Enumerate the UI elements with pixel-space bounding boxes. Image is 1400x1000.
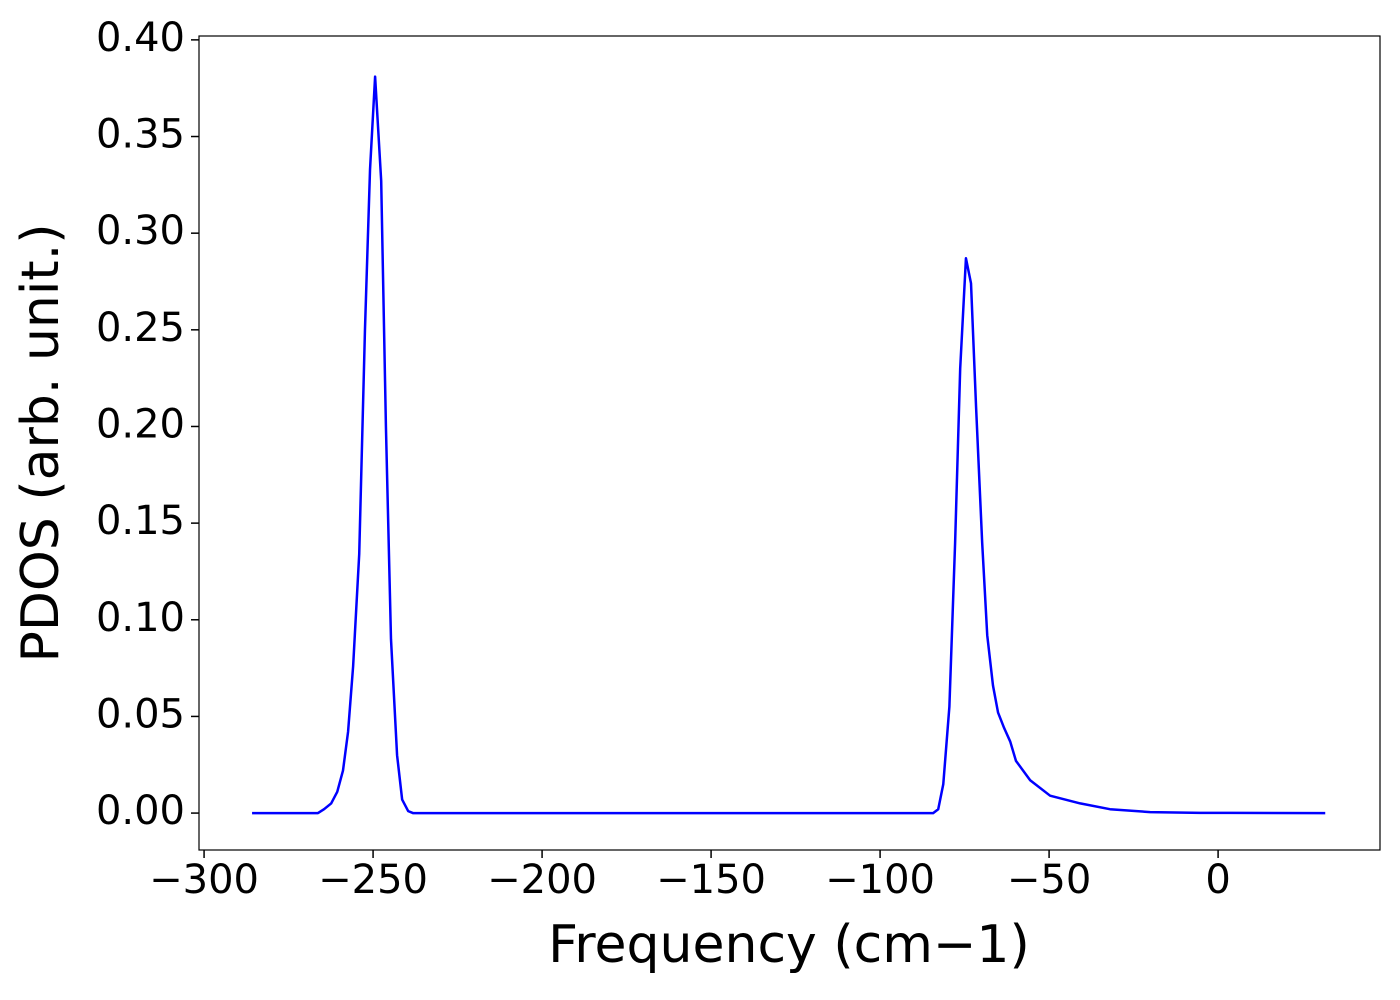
x-axis-label: Frequency (cm−1) — [548, 915, 1030, 975]
plot-frame — [198, 35, 1381, 851]
x-tick-label: 0 — [1205, 857, 1230, 903]
x-tick-label: −50 — [1007, 857, 1091, 903]
y-tick-label: 0.15 — [96, 498, 185, 544]
x-tick-label: −250 — [318, 857, 428, 903]
x-tick-label: −150 — [656, 857, 766, 903]
y-tick-label: 0.25 — [96, 305, 185, 351]
x-tick-label: −100 — [825, 857, 935, 903]
y-tick-label: 0.05 — [96, 691, 185, 737]
y-tick-label: 0.00 — [96, 788, 185, 834]
y-tick-label: 0.10 — [96, 595, 185, 641]
y-axis-label: PDOS (arb. unit.) — [11, 223, 71, 662]
x-tick-label: −300 — [149, 857, 259, 903]
y-tick-label: 0.30 — [96, 208, 185, 254]
x-tick-label: −200 — [487, 857, 597, 903]
line — [252, 75, 1326, 815]
y-tick-label: 0.40 — [96, 15, 185, 61]
y-tick-label: 0.20 — [96, 401, 185, 447]
y-tick-label: 0.35 — [96, 112, 185, 158]
